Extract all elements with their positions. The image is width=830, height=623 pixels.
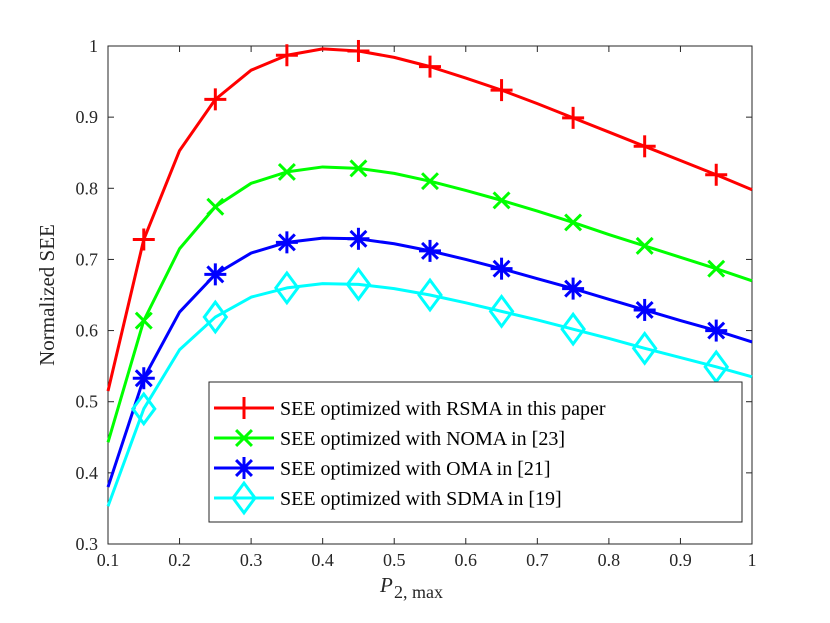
x-tick-label: 0.3: [240, 550, 263, 570]
series-marker-x: [564, 213, 583, 232]
series-marker-x: [349, 159, 368, 178]
x-tick-label: 0.8: [598, 550, 621, 570]
y-tick-label: 0.8: [76, 178, 99, 198]
series-marker-plus: [132, 228, 155, 251]
x-tick-label: 0.6: [455, 550, 478, 570]
series-asterisk: [106, 227, 753, 488]
legend-entry: SEE optimized with SDMA in [19]: [214, 480, 562, 516]
legend: SEE optimized with RSMA in this paper SEE…: [208, 381, 743, 523]
series-marker-plus: [204, 88, 227, 111]
series-marker-x: [277, 162, 296, 181]
y-tick-label: 0.5: [76, 392, 99, 412]
series-marker-asterisk: [490, 257, 513, 280]
y-tick-label: 0.6: [76, 321, 99, 341]
series-marker-plus: [233, 397, 255, 419]
x-tick-label: 0.7: [526, 550, 549, 570]
legend-entry: SEE optimized with OMA in [21]: [214, 457, 551, 480]
series-marker-diamond: [345, 266, 372, 302]
y-tick-label: 1: [89, 36, 98, 56]
series-marker-x: [421, 172, 439, 191]
series-marker-asterisk: [275, 231, 298, 254]
series-marker-asterisk: [233, 457, 255, 479]
series-marker-diamond: [274, 270, 300, 306]
series-marker-asterisk: [419, 239, 441, 262]
series-marker-x: [635, 236, 654, 255]
x-axis-label: P: [379, 573, 393, 597]
legend-entries: SEE optimized with RSMA in this paper SEE…: [214, 397, 606, 516]
series-marker-diamond: [560, 311, 586, 347]
y-tick-label: 0.9: [76, 107, 99, 127]
series-marker-diamond: [130, 391, 157, 427]
series-x: [106, 159, 753, 443]
x-tick-label: 0.4: [311, 550, 334, 570]
x-axis-label-subscript: 2, max: [394, 582, 443, 602]
series-marker-asterisk: [132, 367, 155, 390]
legend-box: [208, 381, 743, 523]
series-marker-x: [492, 191, 511, 210]
legend-label: SEE optimized with SDMA in [19]: [280, 488, 562, 510]
y-tick-label: 0.3: [76, 534, 99, 554]
series-marker-asterisk: [705, 319, 728, 342]
series-marker-plus: [705, 163, 728, 186]
series-marker-asterisk: [204, 263, 227, 286]
y-axis-ticks: 0.3 0.4 0.5 0.6 0.7 0.8 0.9 1: [76, 36, 752, 554]
series-marker-plus: [275, 44, 298, 67]
series-marker-diamond: [202, 299, 229, 335]
x-tick-label: 1: [748, 550, 757, 570]
y-axis-label: Normalized SEE: [35, 224, 59, 366]
y-tick-label: 0.7: [76, 249, 99, 269]
series-marker-diamond: [417, 277, 443, 313]
series-marker-asterisk: [562, 277, 585, 300]
series-marker-x: [235, 429, 253, 447]
series-marker-plus: [633, 135, 656, 158]
legend-entry: SEE optimized with RSMA in this paper: [214, 397, 606, 420]
y-tick-label: 0.4: [76, 463, 99, 483]
series-marker-diamond: [488, 293, 515, 329]
legend-entry: SEE optimized with NOMA in [23]: [214, 428, 565, 450]
x-axis-ticks: 0.1 0.2 0.3 0.4 0.5 0.6 0.7 0.8 0.9 1: [97, 46, 757, 570]
series-marker-plus: [347, 39, 370, 62]
x-tick-label: 0.1: [97, 550, 120, 570]
legend-label: SEE optimized with RSMA in this paper: [280, 398, 606, 420]
series-marker-plus: [419, 55, 441, 78]
series-layer: [106, 39, 753, 507]
series-marker-asterisk: [347, 227, 370, 250]
series-marker-asterisk: [633, 298, 656, 321]
series-diamond: [106, 266, 753, 507]
series-line: [106, 282, 753, 507]
series-marker-x: [206, 197, 225, 216]
legend-label: SEE optimized with OMA in [21]: [280, 458, 551, 480]
series-marker-diamond: [631, 330, 658, 366]
series-marker-x: [134, 311, 153, 330]
series-marker-plus: [490, 79, 513, 102]
x-tick-label: 0.5: [383, 550, 406, 570]
series-marker-diamond: [231, 480, 257, 516]
series-marker-plus: [562, 106, 585, 129]
legend-label: SEE optimized with NOMA in [23]: [280, 428, 565, 450]
series-plus: [106, 39, 753, 392]
series-marker-x: [707, 259, 726, 278]
x-tick-label: 0.2: [168, 550, 191, 570]
x-tick-label: 0.9: [669, 550, 692, 570]
